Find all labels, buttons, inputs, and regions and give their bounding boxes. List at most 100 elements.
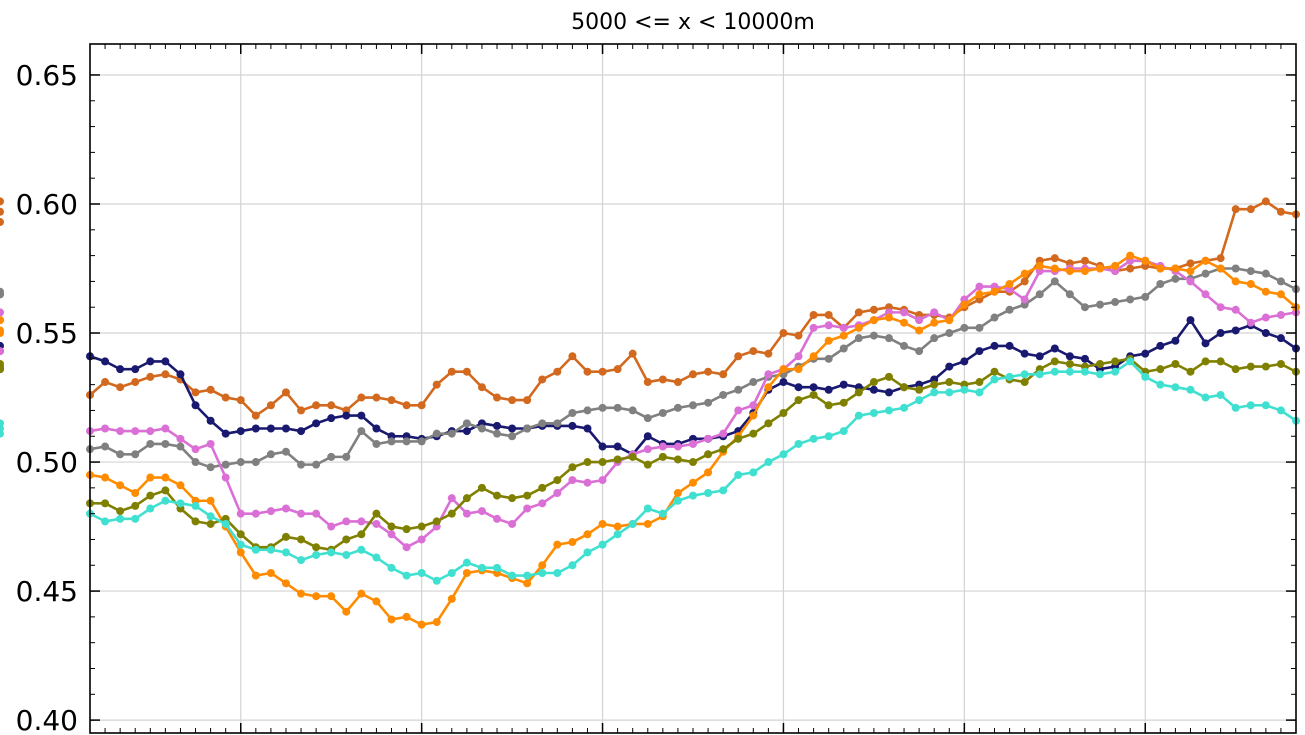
series-layer xyxy=(0,197,1300,629)
data-point xyxy=(884,334,893,343)
data-point xyxy=(372,393,381,402)
data-point xyxy=(704,489,713,498)
data-point xyxy=(221,519,230,528)
data-point xyxy=(191,517,200,526)
data-point xyxy=(613,455,622,464)
data-point xyxy=(1261,287,1270,296)
data-point xyxy=(1050,344,1059,353)
data-point xyxy=(387,615,396,624)
data-point xyxy=(1276,310,1285,319)
data-point xyxy=(281,388,290,397)
data-point xyxy=(568,561,577,570)
data-point xyxy=(598,403,607,412)
data-point xyxy=(1186,267,1195,276)
data-point xyxy=(206,416,215,425)
data-point xyxy=(734,406,743,415)
data-point xyxy=(704,468,713,477)
data-point xyxy=(281,447,290,456)
data-point xyxy=(1216,329,1225,338)
data-point xyxy=(523,504,532,513)
data-point xyxy=(372,553,381,562)
data-point xyxy=(1156,264,1165,273)
data-point xyxy=(945,329,954,338)
data-point xyxy=(191,445,200,454)
data-point xyxy=(493,393,502,402)
data-point xyxy=(402,543,411,552)
data-point xyxy=(0,197,4,206)
data-point xyxy=(266,401,275,410)
data-point xyxy=(432,517,441,526)
data-point xyxy=(0,429,4,438)
data-point xyxy=(900,383,909,392)
data-point xyxy=(176,370,185,379)
data-point xyxy=(824,432,833,441)
data-point xyxy=(900,403,909,412)
data-point xyxy=(0,365,4,374)
data-point xyxy=(357,427,366,436)
data-point xyxy=(493,491,502,500)
data-point xyxy=(1050,367,1059,376)
data-point xyxy=(945,388,954,397)
data-point xyxy=(206,519,215,528)
data-point xyxy=(945,378,954,387)
data-point xyxy=(854,323,863,332)
data-point xyxy=(1261,401,1270,410)
data-point xyxy=(281,424,290,433)
data-point xyxy=(930,318,939,327)
data-point xyxy=(372,509,381,518)
data-point xyxy=(1005,341,1014,350)
plot-frame xyxy=(89,43,1297,734)
data-point xyxy=(0,316,4,325)
data-point xyxy=(432,576,441,585)
data-point xyxy=(598,442,607,451)
data-point xyxy=(236,396,245,405)
data-point xyxy=(1141,372,1150,381)
data-point xyxy=(327,548,336,557)
data-point xyxy=(116,365,125,374)
data-point xyxy=(568,352,577,361)
chart-title: 5000 <= x < 10000m xyxy=(571,10,815,35)
data-point xyxy=(749,468,758,477)
data-point xyxy=(1201,357,1210,366)
data-point xyxy=(975,378,984,387)
data-point xyxy=(312,401,321,410)
data-point xyxy=(1020,378,1029,387)
data-point xyxy=(884,388,893,397)
data-point xyxy=(734,470,743,479)
data-point xyxy=(1231,277,1240,286)
data-point xyxy=(116,450,125,459)
data-point xyxy=(372,519,381,528)
data-point xyxy=(553,476,562,485)
data-point xyxy=(1065,367,1074,376)
data-point xyxy=(598,458,607,467)
data-point xyxy=(462,569,471,578)
data-point xyxy=(281,579,290,588)
data-point xyxy=(1186,316,1195,325)
data-point xyxy=(387,437,396,446)
data-point xyxy=(508,432,517,441)
series-1 xyxy=(0,316,1300,459)
data-point xyxy=(161,496,170,505)
data-point xyxy=(221,460,230,469)
data-point xyxy=(417,620,426,629)
data-point xyxy=(1020,370,1029,379)
data-point xyxy=(251,458,260,467)
data-point xyxy=(1261,329,1270,338)
data-point xyxy=(1246,205,1255,214)
data-point xyxy=(869,385,878,394)
data-point xyxy=(342,411,351,420)
data-point xyxy=(493,514,502,523)
data-point xyxy=(1201,256,1210,265)
data-point xyxy=(583,478,592,487)
data-point xyxy=(116,481,125,490)
data-point xyxy=(357,411,366,420)
data-point xyxy=(146,473,155,482)
data-point xyxy=(1261,362,1270,371)
data-point xyxy=(1276,359,1285,368)
data-point xyxy=(327,401,336,410)
data-point xyxy=(794,352,803,361)
data-point xyxy=(297,427,306,436)
data-point xyxy=(658,509,667,518)
data-point xyxy=(417,437,426,446)
data-point xyxy=(447,367,456,376)
